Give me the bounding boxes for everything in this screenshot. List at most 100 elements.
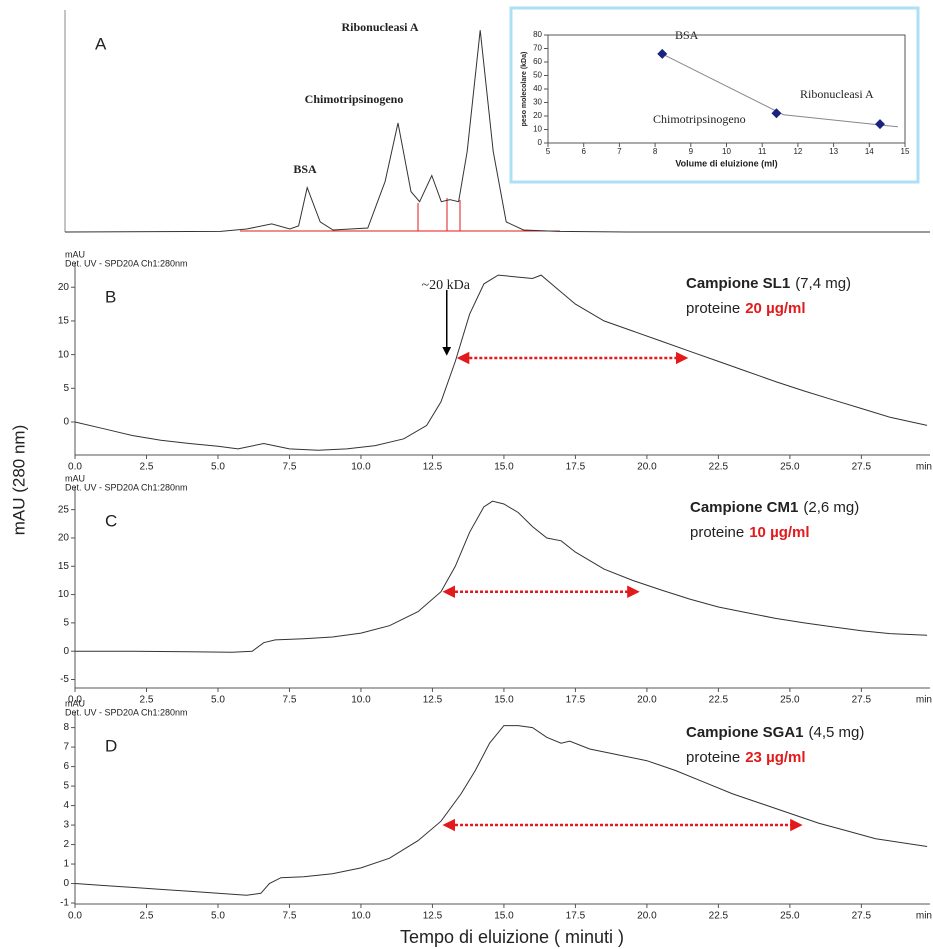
x-tick-label: 6 (581, 147, 586, 156)
y-tick-label: 50 (533, 71, 542, 80)
x-tick-label: 5 (546, 147, 551, 156)
x-tick-label: 7 (617, 147, 622, 156)
y-unit: mAU (65, 249, 85, 259)
y-tick-label: 0 (63, 646, 69, 657)
y-tick-label: 3 (63, 820, 69, 831)
x-tick-label: 17.5 (566, 462, 586, 473)
x-tick-label: 2.5 (140, 911, 154, 922)
y-tick-label: 15 (58, 316, 70, 327)
panel-label: C (105, 511, 117, 530)
y-unit: mAU (65, 698, 85, 708)
peak-label: Chimotripsinogeno (305, 92, 404, 106)
x-tick-label: 10.0 (351, 462, 371, 473)
x-tick-label: 15.0 (494, 911, 514, 922)
trace (74, 725, 928, 896)
y-tick-label: 5 (63, 618, 69, 629)
x-unit: min (916, 911, 932, 922)
y-axis-title: mAU (280 nm) (9, 425, 28, 536)
x-tick-label: 20.0 (637, 911, 657, 922)
x-axis-title: Tempo di eluizione ( minuti ) (400, 927, 624, 947)
protein-label: proteine (686, 300, 740, 317)
peak-label: Ribonucleasi A (341, 20, 418, 34)
protein-value: 23 µg/ml (745, 749, 805, 766)
x-tick-label: 15.0 (494, 462, 514, 473)
x-tick-label: 12.5 (423, 695, 443, 706)
peak-label: BSA (293, 162, 317, 176)
fit-line (661, 53, 898, 128)
x-tick-label: 22.5 (709, 695, 729, 706)
x-axis-title: Volume di eluizione (ml) (675, 158, 777, 168)
y-tick-label: 10 (58, 349, 70, 360)
x-tick-label: 12 (793, 147, 802, 156)
x-tick-label: 10.0 (351, 695, 371, 706)
panel-label: A (95, 34, 107, 53)
x-tick-label: 14 (865, 147, 874, 156)
point-label: Chimotripsinogeno (653, 112, 746, 126)
y-tick-label: 70 (533, 44, 542, 53)
x-unit: min (916, 695, 932, 706)
x-unit: min (916, 462, 932, 473)
detector: Det. UV - SPD20A Ch1:280nm (65, 707, 188, 717)
y-tick-label: 20 (58, 533, 70, 544)
protein-label: proteine (690, 524, 744, 541)
y-tick-label: 20 (58, 282, 70, 293)
x-tick-label: 13 (829, 147, 838, 156)
x-tick-label: 0.0 (68, 911, 82, 922)
y-tick-label: 0 (538, 138, 543, 147)
inset-frame (509, 6, 920, 184)
x-tick-label: 10.0 (351, 911, 371, 922)
sample-mass: (2,6 mg) (803, 499, 859, 516)
y-tick-label: 30 (533, 98, 542, 107)
x-tick-label: 22.5 (709, 462, 729, 473)
y-tick-label: 80 (533, 30, 542, 39)
x-tick-label: 2.5 (140, 462, 154, 473)
protein-label: proteine (686, 749, 740, 766)
y-tick-label: 0 (63, 878, 69, 889)
x-tick-label: 15 (901, 147, 910, 156)
panel-label: B (105, 287, 116, 306)
sample-name: Campione CM1 (690, 499, 798, 516)
y-tick-label: 8 (63, 722, 69, 733)
y-tick-label: 25 (58, 504, 70, 515)
sample-mass: (7,4 mg) (795, 275, 851, 292)
x-tick-label: 20.0 (637, 462, 657, 473)
x-tick-label: 12.5 (423, 911, 443, 922)
y-tick-label: 0 (63, 417, 69, 428)
x-tick-label: 17.5 (566, 911, 586, 922)
y-tick-label: -5 (60, 674, 69, 685)
x-tick-label: 11 (758, 147, 767, 156)
x-tick-label: 0.0 (68, 695, 82, 706)
x-tick-label: 25.0 (780, 911, 800, 922)
sample-name: Campione SL1 (686, 275, 790, 292)
x-tick-label: 10 (722, 147, 731, 156)
trace (64, 30, 930, 233)
y-tick-label: 20 (533, 111, 542, 120)
x-tick-label: 9 (689, 147, 694, 156)
data-point (771, 108, 782, 119)
x-tick-label: 5.0 (211, 695, 225, 706)
y-tick-label: 15 (58, 561, 70, 572)
sample-name: Campione SGA1 (686, 724, 804, 741)
detector: Det. UV - SPD20A Ch1:280nm (65, 482, 188, 492)
x-tick-label: 7.5 (283, 695, 297, 706)
x-tick-label: 27.5 (852, 695, 872, 706)
y-tick-label: 1 (63, 859, 69, 870)
y-tick-label: 6 (63, 761, 69, 772)
y-tick-label: 7 (63, 742, 69, 753)
y-tick-label: -1 (60, 898, 69, 909)
y-unit: mAU (65, 473, 85, 483)
x-tick-label: 15.0 (494, 695, 514, 706)
panel-label: D (105, 736, 117, 755)
x-tick-label: 7.5 (283, 911, 297, 922)
x-tick-label: 25.0 (780, 462, 800, 473)
x-tick-label: 20.0 (637, 695, 657, 706)
x-tick-label: 5.0 (211, 911, 225, 922)
protein-value: 10 µg/ml (749, 524, 809, 541)
x-tick-label: 7.5 (283, 462, 297, 473)
x-tick-label: 8 (653, 147, 658, 156)
x-tick-label: 27.5 (852, 462, 872, 473)
data-point (875, 119, 886, 130)
y-tick-label: 4 (63, 800, 69, 811)
y-tick-label: 10 (58, 589, 70, 600)
y-tick-label: 5 (63, 383, 69, 394)
